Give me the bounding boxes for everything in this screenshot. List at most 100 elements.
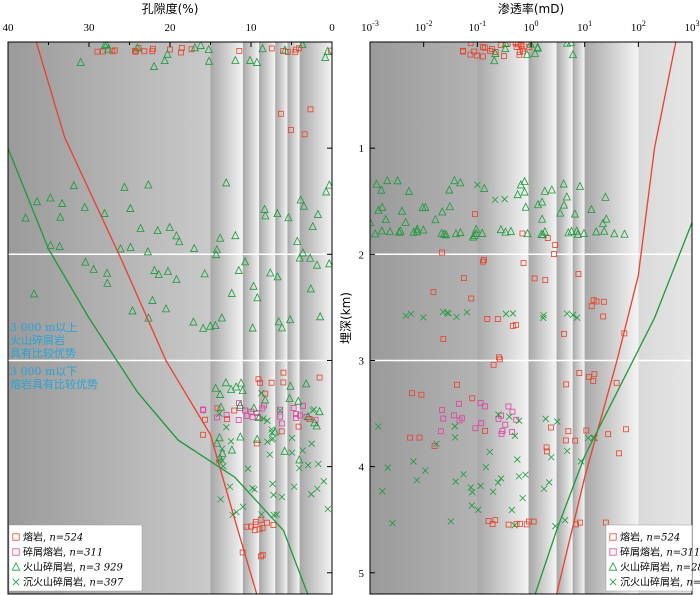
data-point [419, 314, 427, 321]
data-point [116, 244, 125, 253]
permeability-tick-label: 100 [524, 19, 539, 34]
data-point [261, 210, 270, 220]
porosity-tick-label: 40 [3, 22, 15, 34]
shading-band [242, 42, 260, 594]
data-point [249, 414, 256, 421]
data-point [440, 336, 447, 342]
data-point [293, 46, 300, 53]
data-point [296, 195, 305, 204]
data-point [302, 378, 311, 388]
data-point [120, 182, 129, 191]
permeability-tick-label: 103 [685, 19, 700, 34]
data-point [506, 413, 513, 420]
data-point [495, 411, 502, 418]
data-point [540, 311, 547, 319]
data-point [216, 233, 225, 242]
data-point [128, 306, 137, 315]
depth-axis-title: 埋深(km) [339, 292, 353, 344]
data-point [372, 179, 381, 188]
data-point [568, 49, 578, 59]
data-point [239, 549, 246, 556]
data-point [143, 246, 153, 256]
data-point [453, 313, 460, 321]
data-point [218, 448, 227, 457]
data-point [513, 520, 520, 527]
data-point [100, 48, 106, 55]
data-point [325, 258, 332, 268]
data-point [526, 42, 535, 48]
data-point [236, 432, 245, 441]
data-point [278, 428, 285, 435]
porosity-tick-label: 20 [165, 22, 177, 34]
data-point [94, 48, 101, 55]
data-point [478, 420, 485, 427]
data-point [148, 295, 157, 304]
legend-marker [609, 533, 617, 541]
data-point [216, 410, 223, 417]
data-point [573, 314, 581, 321]
data-point [270, 491, 277, 499]
data-point [149, 61, 159, 70]
data-point [576, 370, 583, 376]
data-point [312, 421, 321, 430]
data-point [217, 496, 224, 503]
depth-tick-label: 2 [359, 249, 365, 261]
data-point [374, 205, 383, 214]
data-point [314, 460, 322, 468]
data-point [413, 476, 421, 484]
data-point [235, 417, 242, 423]
data-point [616, 450, 622, 457]
shading-band [275, 42, 288, 594]
data-point [264, 519, 270, 526]
data-point [257, 516, 264, 523]
data-point [500, 53, 507, 60]
data-point [255, 376, 262, 383]
depth-tick-label: 4 [359, 462, 365, 474]
data-point [602, 214, 611, 223]
data-point [81, 257, 90, 266]
data-point [248, 523, 254, 530]
trend-line [555, 42, 677, 594]
data-point [564, 227, 573, 237]
data-point [285, 314, 295, 324]
data-point [248, 323, 257, 332]
data-point [211, 249, 221, 259]
legend-marker [12, 533, 20, 541]
data-point [463, 308, 471, 316]
data-point [136, 223, 145, 232]
data-point [308, 221, 317, 230]
data-point [451, 228, 461, 238]
data-point [402, 312, 410, 320]
data-point [189, 317, 198, 326]
data-point [305, 253, 315, 262]
data-point [253, 440, 260, 447]
data-point [486, 448, 494, 456]
data-point [288, 127, 294, 133]
annotation-above-line-1: 3 000 m以上 [10, 321, 77, 334]
data-point [519, 230, 526, 237]
annotation-above-line-2: 火山碎屑岩 [10, 333, 65, 347]
data-point [273, 271, 282, 281]
data-point [258, 511, 265, 518]
data-point [579, 228, 589, 237]
data-point [439, 249, 445, 256]
data-point [153, 225, 162, 235]
data-point [521, 43, 528, 50]
data-point [178, 49, 184, 56]
data-point [517, 520, 523, 527]
data-point [501, 42, 510, 48]
data-point [481, 256, 487, 263]
data-point [404, 186, 414, 195]
data-point [231, 55, 240, 64]
data-point [553, 418, 561, 425]
data-point [236, 48, 243, 54]
data-point [521, 202, 530, 211]
data-point [273, 511, 280, 518]
data-point [562, 42, 572, 47]
data-point [290, 483, 298, 491]
data-point [562, 437, 569, 444]
shading-band [287, 42, 300, 594]
data-point [234, 265, 243, 274]
data-point [443, 309, 451, 317]
data-point [306, 416, 313, 422]
